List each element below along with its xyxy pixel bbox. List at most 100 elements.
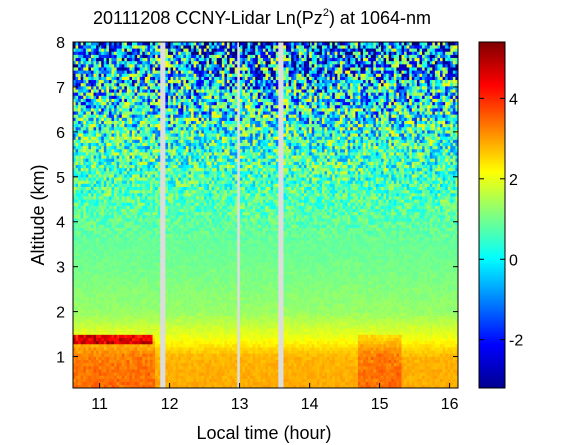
- heatmap-cell: [167, 79, 171, 84]
- heatmap-cell: [98, 108, 102, 112]
- heatmap-cell: [137, 362, 141, 367]
- heatmap-cell: [78, 45, 81, 49]
- heatmap-cell: [119, 189, 123, 194]
- heatmap-cell: [137, 318, 141, 323]
- heatmap-cell: [85, 221, 89, 225]
- heatmap-cell: [160, 281, 164, 285]
- heatmap-cell: [175, 136, 179, 140]
- heatmap-cell: [142, 259, 146, 263]
- heatmap-cell: [162, 271, 166, 276]
- heatmap-cell: [134, 111, 138, 115]
- heatmap-cell: [121, 233, 125, 238]
- heatmap-cell: [111, 186, 115, 191]
- heatmap-cell: [126, 196, 130, 200]
- heatmap-cell: [157, 237, 161, 241]
- heatmap-cell: [173, 174, 176, 178]
- heatmap-cell: [178, 114, 182, 118]
- heatmap-cell: [116, 243, 120, 247]
- heatmap-cell: [137, 334, 141, 338]
- heatmap-cell: [103, 381, 107, 386]
- heatmap-cell: [98, 177, 102, 181]
- heatmap-cell: [134, 76, 138, 81]
- heatmap-cell: [103, 89, 107, 93]
- heatmap-cell: [175, 104, 179, 109]
- heatmap-cell: [132, 86, 135, 90]
- heatmap-cell: [152, 359, 156, 364]
- heatmap-cell: [85, 252, 89, 257]
- heatmap-cell: [114, 221, 117, 225]
- heatmap-cell: [98, 299, 102, 304]
- heatmap-cell: [132, 57, 135, 62]
- heatmap-cell: [93, 192, 97, 197]
- heatmap-cell: [162, 42, 166, 46]
- heatmap-cell: [88, 378, 92, 383]
- heatmap-cell: [90, 328, 94, 332]
- heatmap-cell: [173, 89, 176, 93]
- heatmap-cell: [85, 249, 89, 254]
- heatmap-cell: [106, 48, 110, 52]
- heatmap-cell: [155, 315, 158, 320]
- heatmap-cell: [88, 271, 92, 276]
- heatmap-cell: [165, 224, 169, 228]
- heatmap-cell: [111, 340, 115, 345]
- heatmap-cell: [173, 148, 176, 153]
- heatmap-cell: [80, 378, 84, 383]
- heatmap-cell: [121, 378, 125, 383]
- heatmap-cell: [152, 196, 156, 200]
- heatmap-cell: [162, 290, 166, 294]
- heatmap-cell: [185, 76, 189, 81]
- heatmap-cell: [90, 309, 94, 313]
- heatmap-cell: [134, 79, 138, 84]
- heatmap-cell: [152, 136, 156, 140]
- heatmap-cell: [155, 180, 158, 184]
- heatmap-cell: [80, 57, 84, 62]
- heatmap-cell: [180, 237, 184, 241]
- heatmap-cell: [139, 237, 143, 241]
- heatmap-cell: [144, 284, 148, 288]
- heatmap-cell: [134, 95, 138, 99]
- heatmap-cell: [137, 303, 141, 307]
- heatmap-cell: [167, 215, 171, 219]
- heatmap-cell: [98, 237, 102, 241]
- heatmap-cell: [150, 372, 153, 376]
- heatmap-cell: [103, 312, 107, 316]
- heatmap-cell: [93, 73, 97, 77]
- heatmap-cell: [124, 123, 128, 128]
- heatmap-cell: [157, 82, 161, 87]
- heatmap-cell: [90, 130, 94, 134]
- heatmap-cell: [147, 350, 151, 354]
- heatmap-cell: [175, 82, 179, 87]
- heatmap-cell: [152, 155, 156, 159]
- heatmap-cell: [80, 246, 84, 250]
- heatmap-cell: [185, 117, 189, 121]
- heatmap-cell: [170, 362, 174, 367]
- heatmap-cell: [137, 268, 141, 272]
- heatmap-cell: [160, 161, 164, 165]
- heatmap-cell: [98, 325, 102, 329]
- heatmap-cell: [73, 139, 76, 143]
- heatmap-cell: [101, 227, 105, 232]
- heatmap-cell: [180, 199, 184, 203]
- heatmap-cell: [111, 215, 115, 219]
- heatmap-cell: [75, 73, 79, 77]
- heatmap-cell: [132, 180, 135, 184]
- heatmap-cell: [124, 57, 128, 62]
- heatmap-cell: [119, 177, 123, 181]
- heatmap-cell: [137, 67, 141, 71]
- heatmap-cell: [80, 287, 84, 291]
- heatmap-cell: [88, 268, 92, 272]
- heatmap-cell: [150, 306, 153, 310]
- heatmap-cell: [144, 303, 148, 307]
- heatmap-cell: [183, 101, 187, 106]
- heatmap-cell: [183, 189, 187, 194]
- heatmap-cell: [167, 92, 171, 96]
- heatmap-cell: [173, 123, 176, 128]
- heatmap-cell: [139, 211, 143, 216]
- heatmap-cell: [129, 221, 133, 225]
- heatmap-cell: [155, 268, 158, 272]
- heatmap-cell: [90, 79, 94, 84]
- heatmap-cell: [106, 359, 110, 364]
- heatmap-cell: [108, 101, 112, 106]
- heatmap-cell: [111, 101, 115, 106]
- heatmap-cell: [126, 252, 130, 257]
